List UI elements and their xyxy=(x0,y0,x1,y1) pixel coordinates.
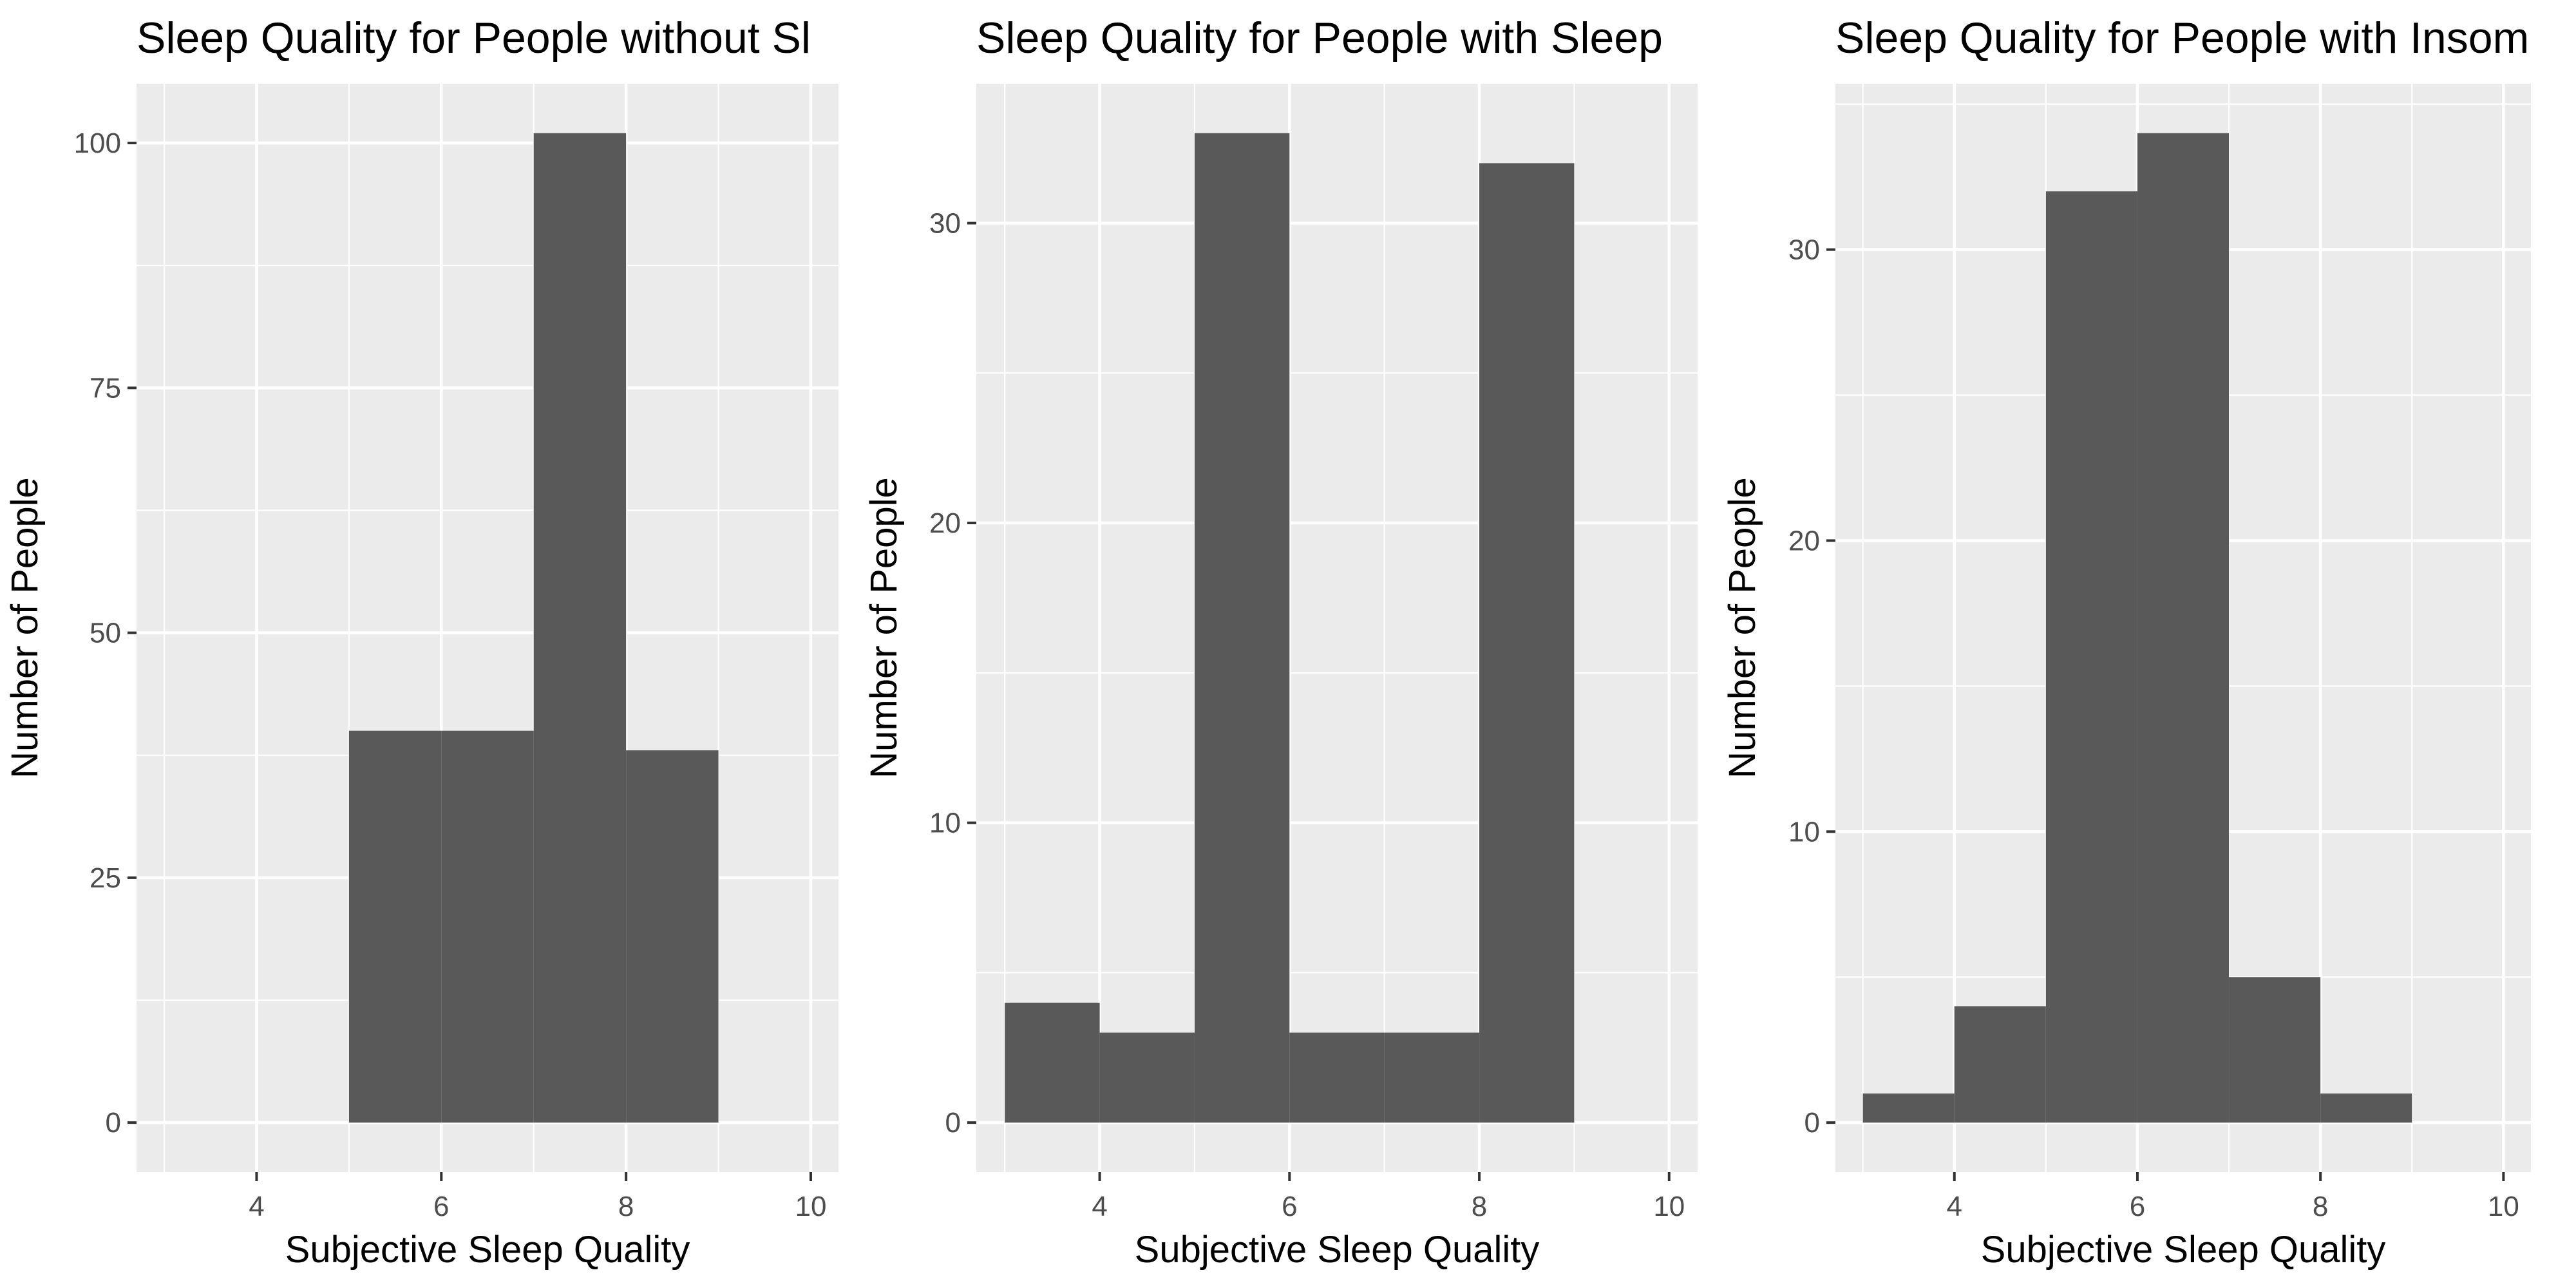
x-tick-label: 4 xyxy=(249,1191,264,1222)
x-tick-label: 8 xyxy=(2313,1191,2328,1222)
y-tick-label: 30 xyxy=(1788,234,1820,266)
histogram-bar xyxy=(1862,1093,1955,1123)
histogram-bar xyxy=(1194,133,1290,1123)
histogram-bars xyxy=(348,133,719,1123)
histogram-bar xyxy=(1005,1002,1100,1123)
x-tick-label: 6 xyxy=(433,1191,449,1222)
y-tick-label: 20 xyxy=(1788,525,1820,556)
x-tick-label: 8 xyxy=(1472,1191,1487,1222)
histogram-panel-3: 0 10 20 30 4 6 8 10 Subjective Sleep Quality Numb… xyxy=(1721,14,2531,1271)
histogram-bar xyxy=(626,750,719,1123)
y-tick-label: 10 xyxy=(929,808,961,839)
y-tick-label: 0 xyxy=(106,1107,121,1139)
histogram-bars xyxy=(1862,133,2412,1123)
y-axis-title: Number of People xyxy=(1721,477,1763,778)
y-tick-label: 10 xyxy=(1788,816,1820,848)
y-tick-label: 50 xyxy=(90,618,121,649)
histogram-bar xyxy=(2045,191,2137,1123)
y-tick-label: 20 xyxy=(929,507,961,539)
histogram-bar xyxy=(348,730,442,1123)
y-axis-title: Number of People xyxy=(863,477,905,778)
x-tick-label: 4 xyxy=(1092,1191,1107,1222)
histogram-bar xyxy=(1384,1032,1480,1123)
panel-title: Sleep Quality for People with Sleep xyxy=(976,14,1663,62)
histogram-bar xyxy=(2320,1093,2412,1123)
histogram-bar xyxy=(1954,1006,2046,1123)
histogram-bar xyxy=(533,133,627,1123)
y-tick-label: 0 xyxy=(945,1107,961,1139)
x-axis: 4 6 8 10 xyxy=(1946,1172,2519,1222)
y-axis: 0 25 50 75 100 xyxy=(74,128,137,1139)
y-axis: 0 10 20 30 xyxy=(1788,234,1835,1139)
x-axis-title: Subjective Sleep Quality xyxy=(1981,1229,2386,1271)
x-tick-label: 6 xyxy=(2130,1191,2145,1222)
y-tick-label: 100 xyxy=(74,128,121,159)
histogram-bars xyxy=(1005,133,1575,1123)
histogram-bar xyxy=(441,730,534,1123)
x-tick-label: 10 xyxy=(1653,1191,1685,1222)
histogram-panel-2: 0 10 20 30 4 6 8 10 Subjective Sleep Quality Numb… xyxy=(863,14,1698,1271)
histogram-bar xyxy=(1289,1032,1385,1123)
x-tick-label: 8 xyxy=(618,1191,634,1222)
y-axis-title: Number of People xyxy=(4,477,46,778)
histogram-panel-1: 0 25 50 75 100 4 6 8 10 Subjective Sleep Quality N… xyxy=(4,14,838,1271)
x-tick-label: 6 xyxy=(1282,1191,1297,1222)
x-tick-label: 4 xyxy=(1946,1191,1962,1222)
histogram-bar xyxy=(1479,163,1575,1123)
y-axis: 0 10 20 30 xyxy=(929,207,976,1139)
histogram-bar xyxy=(2229,977,2321,1123)
x-tick-label: 10 xyxy=(795,1191,826,1222)
x-axis: 4 6 8 10 xyxy=(1092,1172,1685,1222)
y-tick-label: 25 xyxy=(90,862,121,894)
histogram-bar xyxy=(1099,1032,1195,1123)
x-tick-label: 10 xyxy=(2488,1191,2519,1222)
x-axis-title: Subjective Sleep Quality xyxy=(285,1229,690,1271)
panel-background xyxy=(976,84,1698,1172)
panel-title: Sleep Quality for People without Sl xyxy=(137,14,811,62)
histogram-bar xyxy=(2137,133,2230,1123)
y-tick-label: 75 xyxy=(90,372,121,404)
panel-title: Sleep Quality for People with Insom xyxy=(1835,14,2529,62)
x-axis: 4 6 8 10 xyxy=(249,1172,826,1222)
x-axis-title: Subjective Sleep Quality xyxy=(1135,1229,1540,1271)
y-tick-label: 0 xyxy=(1804,1107,1820,1139)
y-tick-label: 30 xyxy=(929,207,961,239)
